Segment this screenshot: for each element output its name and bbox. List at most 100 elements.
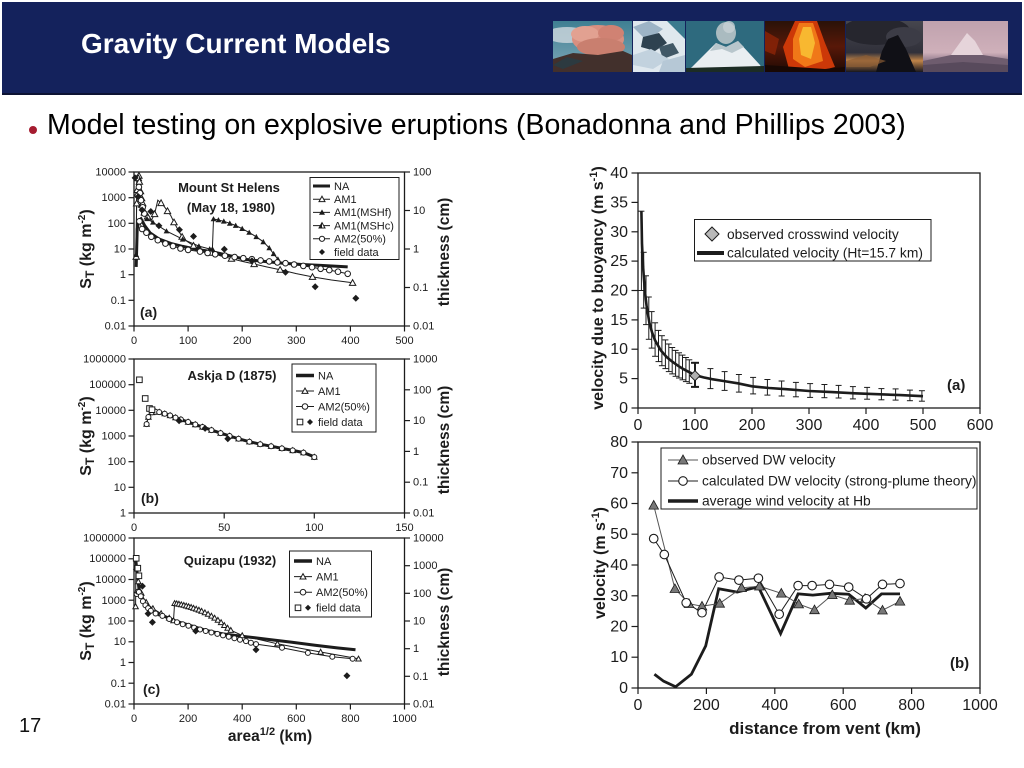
svg-text:0: 0 [131,713,137,725]
svg-text:1000: 1000 [392,713,416,725]
svg-text:0.01: 0.01 [413,699,434,711]
svg-text:0.01: 0.01 [413,508,434,520]
svg-text:1: 1 [120,508,126,520]
svg-text:100: 100 [413,167,431,179]
svg-text:300: 300 [796,417,823,434]
svg-text:1000: 1000 [413,560,437,572]
svg-text:1: 1 [120,657,126,669]
svg-text:field data: field data [334,247,380,259]
svg-text:(b): (b) [141,490,159,506]
svg-text:1: 1 [120,269,126,281]
svg-text:calculated DW velocity (strong: calculated DW velocity (strong-plume the… [702,474,977,489]
svg-text:1000000: 1000000 [83,533,126,545]
svg-text:800: 800 [898,697,925,714]
svg-text:AM1: AM1 [334,194,357,206]
svg-text:10: 10 [114,244,126,256]
svg-text:0: 0 [634,417,643,434]
svg-text:100000: 100000 [89,379,126,391]
svg-text:50: 50 [218,522,230,534]
svg-text:200: 200 [233,335,251,347]
svg-text:thickness (cm): thickness (cm) [436,386,453,495]
svg-text:average wind velocity at Hb: average wind velocity at Hb [702,494,871,509]
svg-text:800: 800 [341,713,359,725]
svg-text:Quizapu (1932): Quizapu (1932) [184,553,276,568]
svg-text:velocity (m s-1): velocity (m s-1) [590,507,609,619]
svg-text:600: 600 [967,417,994,434]
svg-text:0: 0 [619,680,628,697]
svg-text:20: 20 [610,619,628,636]
svg-text:AM2(50%): AM2(50%) [318,401,370,413]
svg-text:distance from vent (km): distance from vent (km) [729,719,921,738]
svg-text:field data: field data [318,417,364,429]
svg-text:10000: 10000 [413,533,444,545]
svg-text:0.1: 0.1 [413,671,428,683]
svg-text:NA: NA [316,556,332,568]
svg-text:1000: 1000 [102,192,126,204]
svg-text:field data: field data [316,603,362,615]
svg-text:10: 10 [413,205,425,217]
svg-text:600: 600 [287,713,305,725]
svg-text:400: 400 [853,417,880,434]
svg-text:NA: NA [318,370,334,382]
svg-text:ST (kg m-2): ST (kg m-2) [77,209,97,288]
svg-text:10: 10 [413,616,425,628]
svg-text:1000: 1000 [413,354,437,366]
svg-text:100: 100 [413,588,431,600]
svg-text:0: 0 [131,522,137,534]
svg-text:0.01: 0.01 [105,699,126,711]
svg-text:(May 18, 1980): (May 18, 1980) [187,200,275,215]
svg-text:0.1: 0.1 [413,282,428,294]
svg-text:AM1(MSHf): AM1(MSHf) [334,207,391,219]
svg-text:150: 150 [395,522,413,534]
svg-text:1: 1 [413,446,419,458]
svg-text:30: 30 [610,588,628,605]
svg-text:area1/2 (km): area1/2 (km) [228,726,312,745]
svg-text:100: 100 [108,616,126,628]
svg-text:1000: 1000 [962,697,998,714]
svg-text:0.1: 0.1 [111,678,126,690]
svg-text:AM1(MSHc): AM1(MSHc) [334,220,394,232]
svg-text:0: 0 [131,335,137,347]
svg-text:25: 25 [610,253,628,270]
svg-text:400: 400 [233,713,251,725]
svg-text:0.1: 0.1 [413,477,428,489]
svg-text:AM1: AM1 [316,571,339,583]
svg-text:(c): (c) [143,681,160,697]
svg-text:thickness (cm): thickness (cm) [436,198,453,307]
svg-text:100000: 100000 [89,553,126,565]
svg-text:400: 400 [341,335,359,347]
svg-text:40: 40 [610,165,628,182]
svg-text:1000: 1000 [102,595,126,607]
svg-text:100: 100 [305,522,323,534]
svg-text:10: 10 [114,636,126,648]
svg-text:60: 60 [610,496,628,513]
svg-text:40: 40 [610,557,628,574]
svg-text:1: 1 [413,244,419,256]
svg-text:0: 0 [634,697,643,714]
svg-text:observed DW velocity: observed DW velocity [702,453,836,468]
svg-text:100: 100 [108,218,126,230]
svg-text:(a): (a) [947,377,965,394]
svg-text:5: 5 [619,371,628,388]
svg-text:100: 100 [413,384,431,396]
svg-text:Askja D (1875): Askja D (1875) [188,368,277,383]
svg-text:100: 100 [179,335,197,347]
svg-text:observed crosswind velocity: observed crosswind velocity [727,227,899,242]
svg-text:10000: 10000 [95,167,126,179]
svg-text:30: 30 [610,224,628,241]
svg-text:1: 1 [413,643,419,655]
svg-text:200: 200 [179,713,197,725]
svg-text:0.01: 0.01 [413,321,434,333]
svg-text:0.01: 0.01 [105,321,126,333]
svg-text:70: 70 [610,465,628,482]
svg-text:15: 15 [610,312,628,329]
svg-text:80: 80 [610,434,628,451]
svg-text:(b): (b) [950,655,969,672]
svg-text:velocity due to buoyancy (m s-: velocity due to buoyancy (m s-1) [588,166,607,410]
svg-text:500: 500 [910,417,937,434]
svg-text:Mount St Helens: Mount St Helens [178,180,280,195]
svg-text:calculated velocity (Ht=15.7 k: calculated velocity (Ht=15.7 km) [727,246,923,261]
svg-text:10000: 10000 [95,405,126,417]
svg-text:35: 35 [610,194,628,211]
svg-text:AM2(50%): AM2(50%) [334,234,386,246]
